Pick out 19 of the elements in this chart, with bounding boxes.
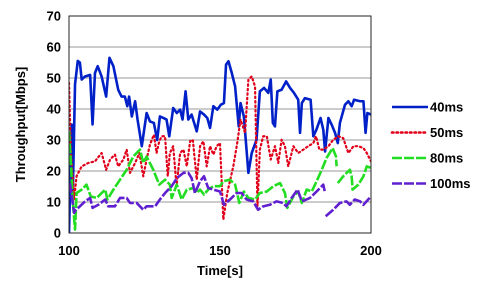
y-tick-label: 70 [46,8,61,24]
legend-label: 80ms [430,150,464,166]
legend-label: 100ms [430,176,470,192]
x-tick-label: 200 [360,243,382,258]
legend-label: 50ms [430,125,464,140]
y-tick-label: 40 [46,102,61,117]
line-series [69,56,371,233]
x-tick-label: 100 [58,243,80,258]
x-axis-title: Time[s] [197,263,243,278]
legend-label: 40ms [430,100,464,115]
y-tick-label: 20 [46,164,61,179]
y-tick-label: 30 [46,132,61,148]
y-axis-title: Throughput[Mbps] [13,66,28,182]
line-series [69,75,371,221]
x-tick-label: 150 [209,243,231,258]
y-tick-label: 50 [46,70,61,86]
y-tick-label: 10 [46,194,61,210]
y-tick-label: 60 [46,40,61,55]
y-tick-label: 0 [54,226,61,241]
